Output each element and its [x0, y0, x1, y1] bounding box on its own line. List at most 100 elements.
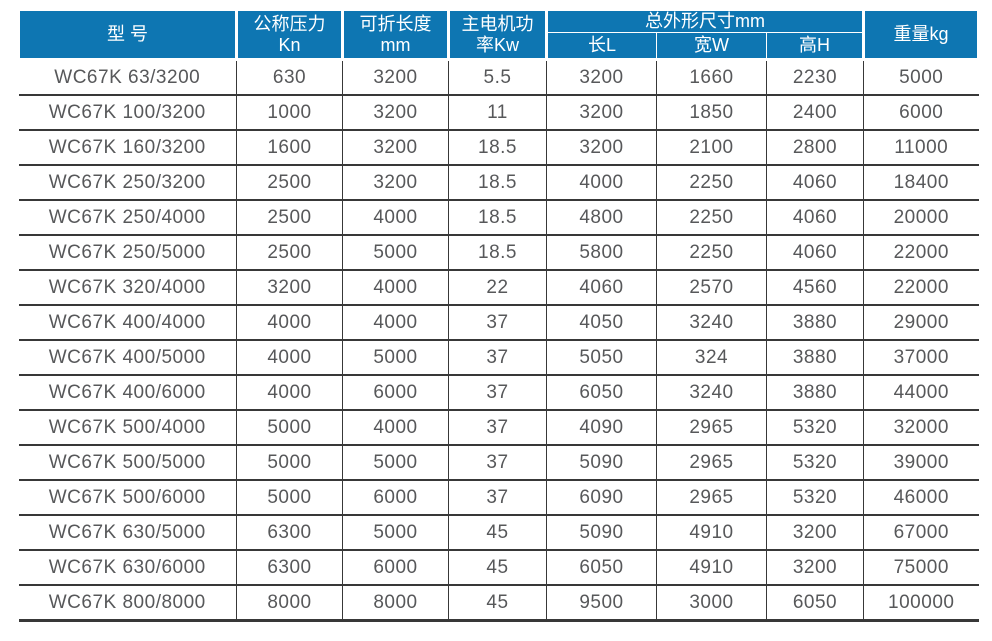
cell-dim-width: 2965 [656, 479, 767, 516]
cell-fold-length: 4000 [342, 409, 449, 446]
cell-dim-height: 2400 [766, 94, 864, 131]
cell-motor-power: 45 [448, 549, 547, 586]
cell-fold-length: 3200 [342, 129, 449, 166]
cell-dim-height: 4560 [766, 269, 864, 306]
table-row: WC67K 400/4000 4000 4000 37 4050 3240 38… [18, 304, 979, 341]
cell-fold-length: 5000 [342, 234, 449, 271]
cell-weight: 37000 [863, 339, 979, 376]
cell-dim-length: 4800 [546, 199, 657, 236]
cell-pressure: 630 [236, 58, 343, 96]
table-row: WC67K 100/3200 1000 3200 11 3200 1850 24… [18, 94, 979, 131]
cell-model: WC67K 320/4000 [18, 269, 237, 306]
cell-dim-width: 2250 [656, 199, 767, 236]
cell-fold-length: 3200 [342, 58, 449, 96]
cell-dim-width: 2570 [656, 269, 767, 306]
cell-motor-power: 45 [448, 514, 547, 551]
cell-fold-length: 3200 [342, 164, 449, 201]
cell-dim-height: 3880 [766, 374, 864, 411]
cell-pressure: 1000 [236, 94, 343, 131]
cell-weight: 67000 [863, 514, 979, 551]
cell-motor-power: 18.5 [448, 164, 547, 201]
header-motor-power-line2: 率Kw [475, 34, 519, 55]
cell-dim-width: 1850 [656, 94, 767, 131]
cell-model: WC67K 630/5000 [18, 514, 237, 551]
cell-motor-power: 18.5 [448, 199, 547, 236]
cell-fold-length: 4000 [342, 304, 449, 341]
cell-model: WC67K 160/3200 [18, 129, 237, 166]
cell-pressure: 8000 [236, 584, 343, 622]
table-body: WC67K 63/3200 630 3200 5.5 3200 1660 223… [18, 58, 979, 622]
cell-motor-power: 37 [448, 444, 547, 481]
header-dimensions-group: 总外形尺寸mm [545, 8, 865, 33]
cell-fold-length: 5000 [342, 444, 449, 481]
table-row: WC67K 160/3200 1600 3200 18.5 3200 2100 … [18, 129, 979, 166]
cell-weight: 29000 [863, 304, 979, 341]
cell-dim-width: 2965 [656, 444, 767, 481]
cell-dim-height: 3200 [766, 549, 864, 586]
cell-model: WC67K 400/6000 [18, 374, 237, 411]
cell-weight: 75000 [863, 549, 979, 586]
cell-dim-length: 3200 [546, 94, 657, 131]
cell-weight: 46000 [863, 479, 979, 516]
cell-dim-height: 4060 [766, 164, 864, 201]
cell-model: WC67K 250/4000 [18, 199, 237, 236]
cell-dim-height: 3200 [766, 514, 864, 551]
cell-fold-length: 6000 [342, 549, 449, 586]
cell-dim-length: 5090 [546, 514, 657, 551]
cell-model: WC67K 400/4000 [18, 304, 237, 341]
cell-pressure: 1600 [236, 129, 343, 166]
cell-dim-length: 4000 [546, 164, 657, 201]
table-row: WC67K 250/3200 2500 3200 18.5 4000 2250 … [18, 164, 979, 201]
cell-dim-length: 5090 [546, 444, 657, 481]
table-row: WC67K 500/4000 5000 4000 37 4090 2965 53… [18, 409, 979, 446]
cell-dim-height: 5320 [766, 444, 864, 481]
cell-weight: 22000 [863, 234, 979, 271]
cell-dim-width: 3000 [656, 584, 767, 622]
table-row: WC67K 63/3200 630 3200 5.5 3200 1660 223… [18, 58, 979, 96]
cell-pressure: 4000 [236, 339, 343, 376]
header-fold-length: 可折长度 mm [341, 8, 450, 61]
table-row: WC67K 630/5000 6300 5000 45 5090 4910 32… [18, 514, 979, 551]
cell-model: WC67K 500/5000 [18, 444, 237, 481]
cell-weight: 44000 [863, 374, 979, 411]
spec-table: 型 号 公称压力 Kn 可折长度 mm 主电机功 率Kw 总外形尺寸mm 重量k… [17, 8, 980, 622]
table-row: WC67K 400/6000 4000 6000 37 6050 3240 38… [18, 374, 979, 411]
cell-pressure: 5000 [236, 444, 343, 481]
cell-fold-length: 4000 [342, 199, 449, 236]
cell-dim-height: 3880 [766, 339, 864, 376]
cell-dim-length: 4050 [546, 304, 657, 341]
header-dim-length: 长L [546, 32, 657, 61]
cell-pressure: 2500 [236, 234, 343, 271]
cell-motor-power: 5.5 [448, 58, 547, 96]
cell-pressure: 3200 [236, 269, 343, 306]
cell-motor-power: 37 [448, 479, 547, 516]
header-dim-height: 高H [766, 32, 864, 61]
cell-dim-width: 4910 [656, 514, 767, 551]
header-pressure-line1: 公称压力 [253, 13, 326, 34]
cell-motor-power: 37 [448, 339, 547, 376]
cell-motor-power: 37 [448, 304, 547, 341]
cell-dim-width: 2100 [656, 129, 767, 166]
cell-dim-height: 5320 [766, 409, 864, 446]
cell-fold-length: 5000 [342, 339, 449, 376]
cell-pressure: 2500 [236, 164, 343, 201]
cell-model: WC67K 500/4000 [18, 409, 237, 446]
table-row: WC67K 320/4000 3200 4000 22 4060 2570 45… [18, 269, 979, 306]
cell-dim-width: 1660 [656, 58, 767, 96]
header-model-label: 型 号 [106, 24, 148, 44]
cell-fold-length: 6000 [342, 374, 449, 411]
cell-model: WC67K 400/5000 [18, 339, 237, 376]
cell-dim-length: 5800 [546, 234, 657, 271]
cell-dim-width: 2965 [656, 409, 767, 446]
cell-dim-height: 2230 [766, 58, 864, 96]
cell-model: WC67K 250/3200 [18, 164, 237, 201]
cell-weight: 11000 [863, 129, 979, 166]
cell-model: WC67K 100/3200 [18, 94, 237, 131]
cell-dim-height: 4060 [766, 199, 864, 236]
cell-fold-length: 3200 [342, 94, 449, 131]
cell-dim-length: 6050 [546, 549, 657, 586]
cell-dim-height: 5320 [766, 479, 864, 516]
cell-motor-power: 11 [448, 94, 547, 131]
header-weight: 重量kg [862, 8, 980, 61]
cell-model: WC67K 500/6000 [18, 479, 237, 516]
